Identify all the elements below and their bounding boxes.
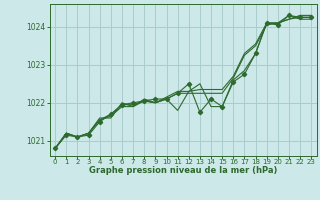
X-axis label: Graphe pression niveau de la mer (hPa): Graphe pression niveau de la mer (hPa) (89, 166, 277, 175)
